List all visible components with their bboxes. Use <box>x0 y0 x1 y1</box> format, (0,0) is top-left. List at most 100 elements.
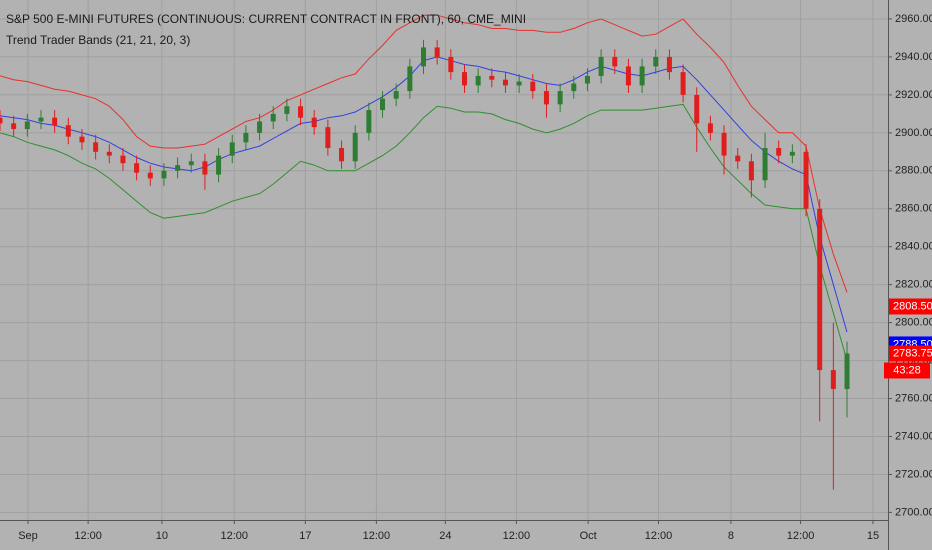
x-tick-label: 12:00 <box>363 530 391 542</box>
candle-body <box>448 56 454 73</box>
candle-body <box>202 161 208 175</box>
candle-body <box>311 117 317 128</box>
candle-body <box>653 56 659 67</box>
y-tick-label: 2800.00 <box>895 317 932 329</box>
candles <box>0 39 850 490</box>
candle-body <box>52 117 58 126</box>
candle-body <box>325 127 331 149</box>
x-tick-label: 12:00 <box>503 530 531 542</box>
price-label: 2783.75 <box>893 347 932 359</box>
candle-body <box>502 79 508 86</box>
candle-body <box>421 47 427 67</box>
candle-body <box>380 98 386 111</box>
price-label-box <box>889 345 932 362</box>
candle-body <box>352 132 358 162</box>
countdown: 43:28 <box>893 364 921 376</box>
price-label: 2808.50 <box>893 300 932 312</box>
candle-body <box>93 142 99 152</box>
candle-body <box>434 47 440 57</box>
candle-body <box>680 72 686 95</box>
candle-body <box>530 81 536 92</box>
candle-body <box>298 106 304 118</box>
candle-body <box>694 94 700 124</box>
y-tick-label: 2880.00 <box>895 165 932 177</box>
candle-body <box>612 56 618 67</box>
candle-body <box>188 161 194 166</box>
candle-body <box>134 163 140 173</box>
candle-body <box>339 148 345 162</box>
price-label-box <box>889 298 932 315</box>
y-tick-label: 2840.00 <box>895 241 932 253</box>
candle-body <box>489 75 495 80</box>
candle-body <box>639 66 645 86</box>
candle-body <box>707 123 713 133</box>
candle-body <box>24 121 30 130</box>
candle-body <box>543 91 549 105</box>
candle-body <box>11 123 17 130</box>
candle-body <box>776 148 782 156</box>
candle-body <box>844 353 850 390</box>
candle-body <box>270 113 276 122</box>
x-tick-label: Sep <box>18 530 38 542</box>
candle-body <box>229 142 235 156</box>
y-tick-label: 2900.00 <box>895 127 932 139</box>
candle-body <box>584 75 590 84</box>
candle-body <box>625 66 631 86</box>
candle-body <box>393 91 399 99</box>
candle-body <box>557 91 563 105</box>
axes: 2700.002720.002740.002760.002780.002800.… <box>18 13 932 542</box>
candle-body <box>803 151 809 209</box>
candle-body <box>475 75 481 86</box>
candle-body <box>216 155 222 175</box>
y-tick-label: 2720.00 <box>895 468 932 480</box>
x-tick-label: 8 <box>728 530 734 542</box>
y-tick-label: 2920.00 <box>895 89 932 101</box>
candle-body <box>161 170 167 179</box>
x-tick-label: 10 <box>156 530 168 542</box>
candle-body <box>147 172 153 179</box>
x-tick-label: 12:00 <box>787 530 815 542</box>
candle-body <box>748 161 754 181</box>
candle-body <box>721 132 727 156</box>
y-tick-label: 2860.00 <box>895 203 932 215</box>
candle-body <box>789 151 795 156</box>
x-tick-label: 15 <box>867 530 879 542</box>
y-tick-label: 2960.00 <box>895 13 932 25</box>
candle-body <box>598 56 604 76</box>
countdown-box <box>884 362 930 379</box>
x-tick-label: Oct <box>580 530 597 542</box>
band-line <box>0 103 848 361</box>
plot-background <box>0 0 888 520</box>
candle-body <box>817 208 823 371</box>
candle-body <box>243 132 249 143</box>
candle-body <box>366 110 372 133</box>
y-tick-label: 2940.00 <box>895 51 932 63</box>
candle-body <box>571 83 577 92</box>
candle-body <box>120 155 126 164</box>
grid <box>0 0 888 520</box>
x-tick-label: 12:00 <box>221 530 249 542</box>
candle-body <box>762 148 768 181</box>
x-tick-label: 12:00 <box>74 530 102 542</box>
chart-title: S&P 500 E-MINI FUTURES (CONTINUOUS: CURR… <box>6 12 526 26</box>
candle-body <box>175 165 181 171</box>
candle-body <box>516 81 522 86</box>
candle-body <box>38 117 44 122</box>
y-tick-label: 2700.00 <box>895 506 932 518</box>
x-tick-label: 17 <box>299 530 311 542</box>
candle-body <box>735 155 741 162</box>
x-tick-label: 24 <box>439 530 451 542</box>
candle-body <box>666 56 672 73</box>
candle-body <box>0 117 3 124</box>
candle-body <box>284 106 290 114</box>
indicator-title: Trend Trader Bands (21, 21, 20, 3) <box>6 33 190 47</box>
y-tick-label: 2740.00 <box>895 430 932 442</box>
candle-body <box>79 136 85 143</box>
candle-body <box>106 151 112 156</box>
candle-body <box>407 66 413 92</box>
candle-body <box>461 72 467 86</box>
candle-body <box>257 121 263 133</box>
candle-body <box>830 370 836 390</box>
